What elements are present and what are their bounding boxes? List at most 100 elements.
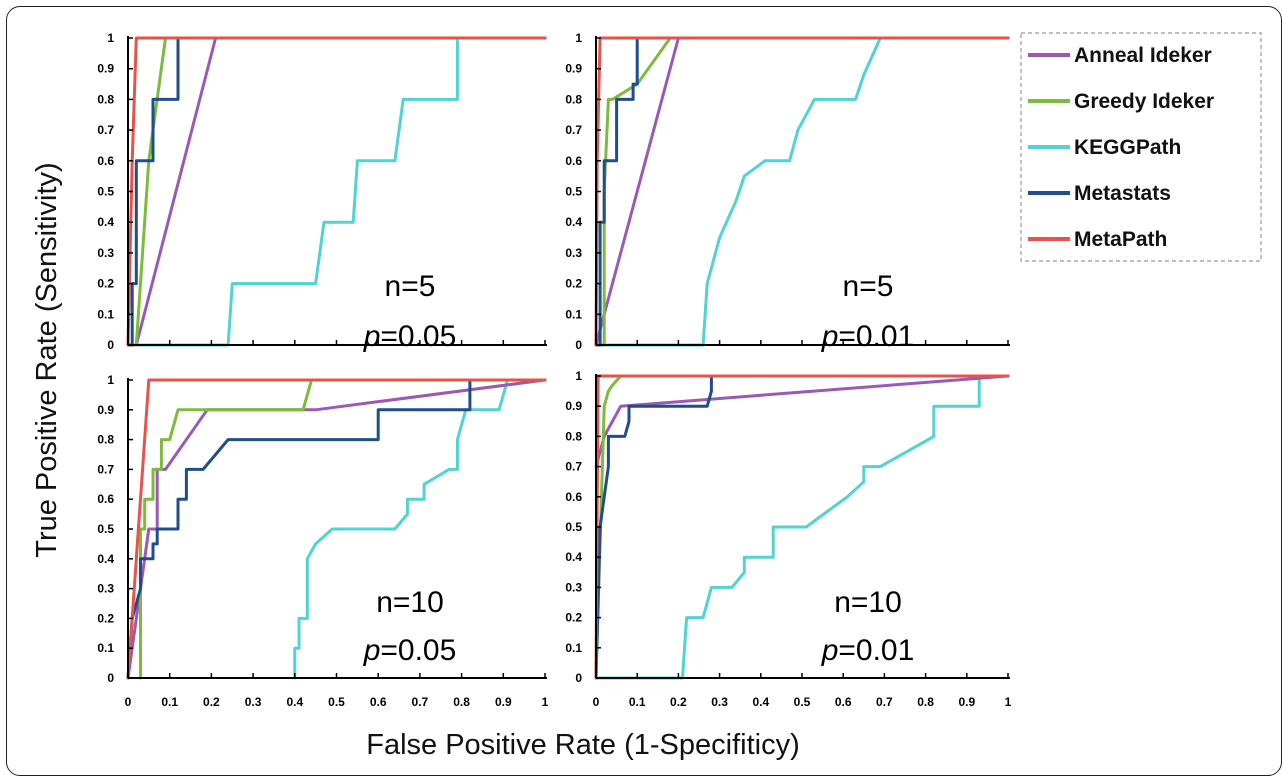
y-tick-label: 0.6: [97, 492, 114, 506]
y-tick-label: 0.6: [97, 154, 114, 168]
y-tick-label: 0.8: [97, 92, 114, 106]
x-tick-label: 0: [593, 695, 600, 709]
annotation-p-symbol: p: [821, 634, 839, 667]
y-tick-label: 0: [107, 671, 114, 685]
x-tick-label: 0.3: [711, 695, 728, 709]
y-axis-title: True Positive Rate (Sensitivity): [31, 162, 63, 557]
panels: 00.10.20.30.40.50.60.70.80.91n=5p=0.05 00…: [97, 31, 1011, 709]
series-line-metapath-bottom-left: [126, 378, 547, 680]
annotation-p-value: =0.05: [380, 320, 456, 353]
x-tick-label: 0.8: [917, 695, 934, 709]
x-tick-label: 1: [1005, 695, 1012, 709]
series-line-keggpath-top-right: [594, 36, 1010, 347]
y-tick-label: 0.2: [565, 277, 582, 291]
y-tick-label: 1: [107, 373, 114, 387]
legend-label-metastats: Metastats: [1074, 182, 1171, 205]
series-line-metastats-bottom-left: [126, 378, 547, 680]
panel-bottom-right: 00 0.1 0.1 0.2 0.2 0.3 0.3 0.4 0.4 0.5 0.5 0.6 0.6 0.…: [565, 369, 1011, 709]
y-tick-label: 0: [107, 338, 114, 352]
y-tick-label: 0.5: [565, 185, 582, 199]
x-tick-label: 0.2: [203, 695, 220, 709]
x-tick-label: 0.9: [958, 695, 975, 709]
x-tick-label: 0.6: [835, 695, 852, 709]
y-tick-label: 0.9: [565, 62, 582, 76]
panel-top-right: 00.10.20.30.40.50.60.70.80.91n=5p=0.01: [565, 31, 1010, 353]
y-tick-label: 0.1: [565, 307, 582, 321]
annotation-p-symbol: p: [821, 320, 839, 353]
y-tick-label: 0.3: [565, 246, 582, 260]
x-tick-label: 0.2: [670, 695, 687, 709]
series-line-metapath-top-right: [594, 36, 1010, 347]
y-tick-label: 0.4: [97, 215, 114, 229]
annotation-p-symbol: p: [363, 634, 381, 667]
x-tick-label: 0.6: [370, 695, 387, 709]
series-line-greedy-ideker-top-left: [126, 36, 547, 347]
x-tick-label: 0: [125, 695, 132, 709]
y-tick-label: 0.8: [565, 429, 582, 443]
y-tick-label: 0.6: [565, 154, 582, 168]
y-tick-label: 0.8: [565, 92, 582, 106]
y-tick-label: 0.9: [97, 62, 114, 76]
y-tick-label: 0.8: [97, 433, 114, 447]
legend-label-keggpath: KEGGPath: [1074, 136, 1181, 159]
annotation-p: p=0.01: [821, 634, 915, 667]
x-tick-label: 0.4: [752, 695, 769, 709]
y-tick-label: 0.1: [97, 307, 114, 321]
y-tick-label: 1: [575, 31, 582, 45]
series-line-anneal-ideker-bottom-right: [594, 374, 1010, 469]
annotation-p-symbol: p: [363, 320, 381, 353]
y-tick-label: 0.9: [97, 403, 114, 417]
y-tick-label: 0.7: [97, 123, 114, 137]
x-tick-label: 1: [542, 695, 549, 709]
legend: Anneal Ideker Greedy Ideker KEGGPath Metast…: [1020, 32, 1262, 262]
x-tick-label: 0.9: [495, 695, 512, 709]
y-tick-label: 0.7: [565, 460, 582, 474]
series-line-keggpath-top-left: [126, 36, 547, 347]
x-tick-label: 0.5: [328, 695, 345, 709]
y-tick-label: 0.3: [565, 580, 582, 594]
y-tick-label: 0.3: [97, 582, 114, 596]
y-tick-label: 0.2: [565, 611, 582, 625]
series-line-anneal-ideker-top-right: [594, 36, 1010, 347]
x-tick-label: 0.7: [876, 695, 893, 709]
series-line-metapath-top-left: [126, 36, 547, 347]
y-tick-label: 0: [575, 671, 582, 685]
y-tick-label: 0.7: [97, 462, 114, 476]
annotation-n: n=10: [834, 586, 902, 619]
annotation-p-value: =0.05: [380, 634, 456, 667]
series-line-greedy-ideker-top-right: [594, 36, 1010, 347]
y-tick-label: 0.2: [97, 277, 114, 291]
x-tick-label: 0.4: [286, 695, 303, 709]
y-tick-label: 0.1: [565, 641, 582, 655]
series-line-metastats-bottom-right: [594, 374, 1010, 680]
y-tick-label: 0.3: [97, 246, 114, 260]
y-tick-label: 0.5: [97, 185, 114, 199]
y-tick-label: 0: [575, 338, 582, 352]
annotation-p: p=0.05: [363, 634, 457, 667]
y-tick-label: 1: [575, 369, 582, 383]
x-tick-label: 0.8: [453, 695, 470, 709]
y-tick-label: 0.4: [565, 550, 582, 564]
y-tick-label: 0.6: [565, 490, 582, 504]
annotation-n: n=10: [376, 586, 444, 619]
y-tick-label: 0.4: [565, 215, 582, 229]
x-tick-label: 0.7: [412, 695, 429, 709]
y-tick-label: 0.9: [565, 399, 582, 413]
annotation-n: n=5: [843, 270, 894, 303]
y-tick-label: 0.1: [97, 641, 114, 655]
y-tick-label: 0.7: [565, 123, 582, 137]
x-tick-label: 0.5: [794, 695, 811, 709]
y-tick-label: 0.5: [565, 520, 582, 534]
x-tick-label: 0.1: [629, 695, 646, 709]
series-line-greedy-ideker-bottom-left: [139, 378, 547, 680]
series-line-keggpath-bottom-left: [293, 378, 547, 680]
y-tick-label: 0.2: [97, 611, 114, 625]
y-tick-label: 0.5: [97, 522, 114, 536]
y-tick-label: 0.4: [97, 552, 114, 566]
series-line-anneal-ideker-top-left: [134, 36, 547, 347]
legend-label-metapath: MetaPath: [1074, 228, 1167, 251]
x-axis-title: False Positive Rate (1-Specifiticy): [366, 729, 800, 761]
annotation-p-value: =0.01: [838, 634, 914, 667]
series-line-metastats-top-right: [594, 36, 1010, 347]
